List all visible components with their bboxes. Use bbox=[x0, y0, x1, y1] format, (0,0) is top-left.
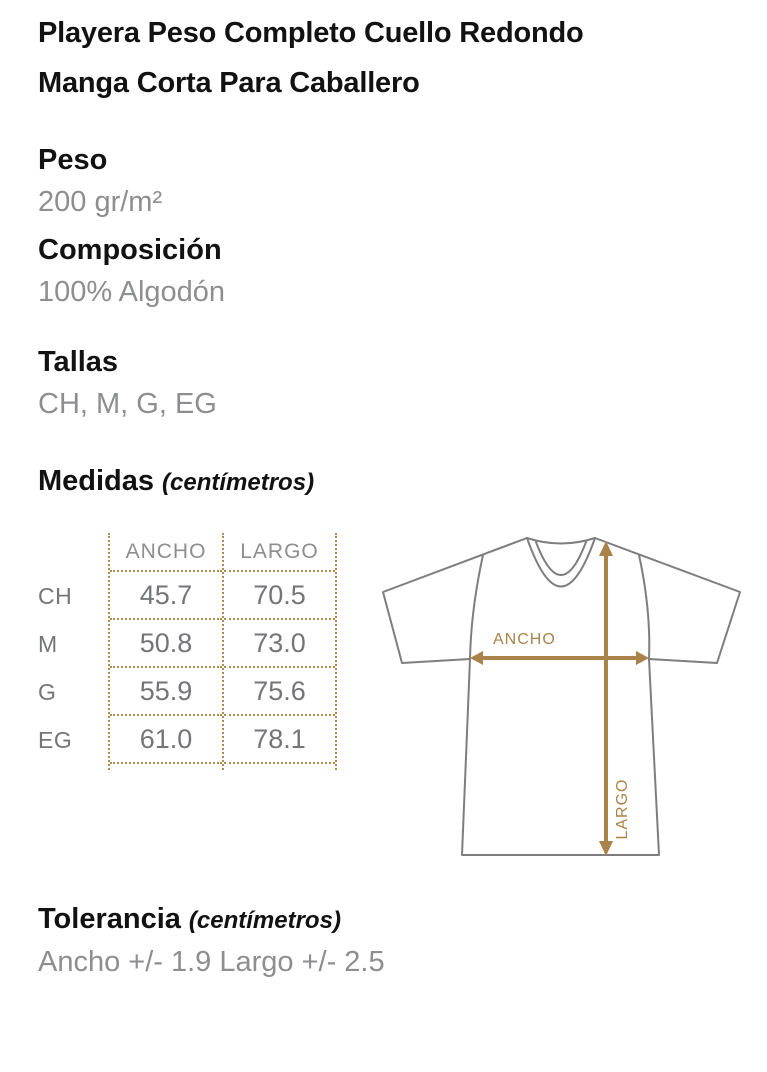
table-cell: 50.8 bbox=[110, 620, 222, 668]
tshirt-collar-inner-path bbox=[535, 541, 587, 576]
tolerancia-heading-label: Tolerancia bbox=[38, 903, 181, 935]
page-title: Playera Peso Completo Cuello Redondo Man… bbox=[38, 8, 584, 108]
tshirt-back-neck-path bbox=[526, 537, 596, 545]
tolerancia-unit-note: (centímetros) bbox=[188, 907, 341, 934]
table-cell: 45.7 bbox=[110, 572, 222, 620]
size-table-ancho-column: ANCHO 45.7 50.8 55.9 61.0 bbox=[108, 533, 222, 770]
size-table: CH M G EG ANCHO 45.7 50.8 55.9 61.0 LARG… bbox=[38, 533, 337, 770]
page-title-line2: Manga Corta Para Caballero bbox=[38, 67, 420, 99]
tshirt-collar-outer-path bbox=[526, 537, 596, 588]
column-header-largo: LARGO bbox=[224, 533, 335, 572]
column-header-ancho: ANCHO bbox=[110, 533, 222, 572]
tolerancia-value: Ancho +/- 1.9 Largo +/- 2.5 bbox=[38, 946, 385, 978]
table-cell: 70.5 bbox=[224, 572, 335, 620]
medidas-heading: Medidas (centímetros) bbox=[38, 465, 314, 498]
width-arrow-head-left bbox=[470, 651, 483, 665]
medidas-heading-label: Medidas bbox=[38, 465, 155, 497]
size-row-label: G bbox=[38, 678, 57, 705]
tallas-value: CH, M, G, EG bbox=[38, 388, 217, 420]
composicion-heading: Composición bbox=[38, 234, 222, 266]
table-cell: 78.1 bbox=[224, 716, 335, 764]
table-cell: 55.9 bbox=[110, 668, 222, 716]
tshirt-left-armhole-seam bbox=[469, 554, 484, 660]
width-arrow-label: ANCHO bbox=[493, 631, 556, 648]
page-title-line1: Playera Peso Completo Cuello Redondo bbox=[38, 17, 584, 49]
tshirt-diagram: ANCHO LARGO bbox=[382, 537, 741, 856]
tshirt-outline bbox=[382, 537, 741, 856]
peso-heading: Peso bbox=[38, 144, 108, 176]
tolerancia-heading: Tolerancia (centímetros) bbox=[38, 903, 341, 936]
tshirt-body-path bbox=[382, 537, 741, 856]
size-row-label: EG bbox=[38, 726, 73, 753]
size-table-label-column: CH M G EG bbox=[38, 533, 108, 770]
length-arrow-head-top bbox=[599, 541, 613, 556]
length-arrow-label: LARGO bbox=[614, 778, 631, 839]
table-cell: 73.0 bbox=[224, 620, 335, 668]
table-cell: 61.0 bbox=[110, 716, 222, 764]
tallas-heading: Tallas bbox=[38, 346, 119, 378]
size-row-label: CH bbox=[38, 582, 73, 609]
measurement-arrows bbox=[470, 541, 649, 856]
table-cell: 75.6 bbox=[224, 668, 335, 716]
size-table-largo-column: LARGO 70.5 73.0 75.6 78.1 bbox=[222, 533, 337, 770]
length-arrow-head-bottom bbox=[599, 841, 613, 856]
size-table-label-spacer bbox=[38, 533, 108, 572]
composicion-value: 100% Algodón bbox=[38, 276, 226, 308]
width-arrow-head-right bbox=[636, 651, 649, 665]
medidas-unit-note: (centímetros) bbox=[162, 469, 315, 496]
peso-value: 200 gr/m² bbox=[38, 186, 163, 218]
tshirt-right-armhole-seam bbox=[638, 554, 651, 660]
size-row-label: M bbox=[38, 630, 58, 657]
